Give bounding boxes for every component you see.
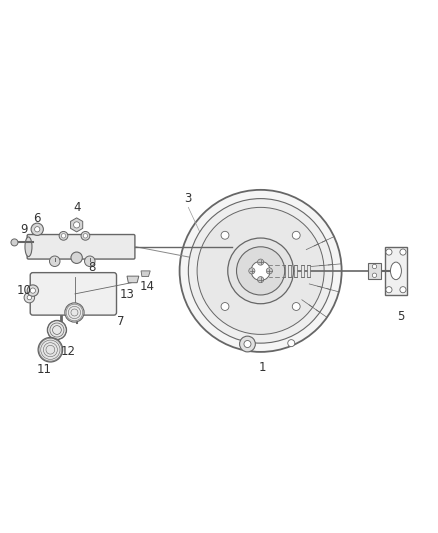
Circle shape (288, 340, 295, 346)
Text: 14: 14 (139, 280, 154, 293)
Circle shape (292, 231, 300, 239)
Text: 13: 13 (120, 288, 134, 302)
Circle shape (258, 277, 264, 282)
Bar (368, 263, 381, 279)
FancyBboxPatch shape (27, 235, 135, 259)
Text: 8: 8 (88, 261, 95, 274)
Circle shape (85, 256, 95, 266)
Bar (263, 265, 266, 277)
Text: 9: 9 (20, 223, 28, 236)
Circle shape (81, 231, 90, 240)
Circle shape (244, 341, 251, 348)
Circle shape (251, 261, 270, 280)
Bar (294, 265, 297, 277)
Text: 12: 12 (60, 345, 75, 358)
Circle shape (47, 320, 67, 340)
Bar (269, 265, 272, 277)
Circle shape (400, 287, 406, 293)
Circle shape (197, 207, 324, 334)
Polygon shape (71, 218, 83, 232)
Circle shape (228, 238, 293, 304)
Circle shape (27, 295, 32, 300)
Circle shape (292, 303, 300, 310)
Circle shape (372, 273, 377, 278)
Circle shape (31, 223, 43, 236)
Bar (307, 265, 310, 277)
Bar (300, 265, 304, 277)
Text: 5: 5 (397, 310, 404, 324)
Circle shape (49, 256, 60, 266)
Bar (276, 265, 279, 277)
Text: 3: 3 (185, 192, 192, 205)
Polygon shape (127, 276, 139, 282)
Circle shape (221, 303, 229, 310)
Text: 7: 7 (117, 315, 124, 328)
Text: 6: 6 (33, 212, 41, 225)
Circle shape (35, 227, 40, 232)
Circle shape (266, 268, 272, 274)
Ellipse shape (390, 262, 401, 280)
Circle shape (180, 190, 342, 352)
Circle shape (27, 285, 39, 296)
Circle shape (24, 292, 35, 303)
Circle shape (188, 199, 333, 343)
Text: 10: 10 (17, 284, 32, 297)
Text: 11: 11 (36, 363, 51, 376)
Circle shape (400, 249, 406, 255)
Circle shape (74, 222, 80, 228)
Circle shape (221, 231, 229, 239)
Circle shape (59, 231, 68, 240)
Text: 4: 4 (73, 201, 81, 214)
Circle shape (71, 252, 82, 263)
Circle shape (372, 264, 377, 269)
Circle shape (258, 259, 264, 265)
Bar (288, 265, 291, 277)
Circle shape (11, 239, 18, 246)
Circle shape (249, 268, 255, 274)
Circle shape (65, 303, 84, 322)
Circle shape (61, 233, 66, 238)
Circle shape (240, 336, 255, 352)
Circle shape (83, 233, 88, 238)
FancyBboxPatch shape (30, 273, 117, 315)
Bar (282, 265, 285, 277)
Circle shape (386, 287, 392, 293)
Circle shape (237, 247, 285, 295)
Bar (385, 247, 407, 295)
Polygon shape (141, 271, 150, 277)
Circle shape (386, 249, 392, 255)
Circle shape (38, 337, 63, 362)
Text: 1: 1 (259, 361, 267, 374)
Ellipse shape (25, 237, 32, 257)
Circle shape (30, 288, 35, 293)
